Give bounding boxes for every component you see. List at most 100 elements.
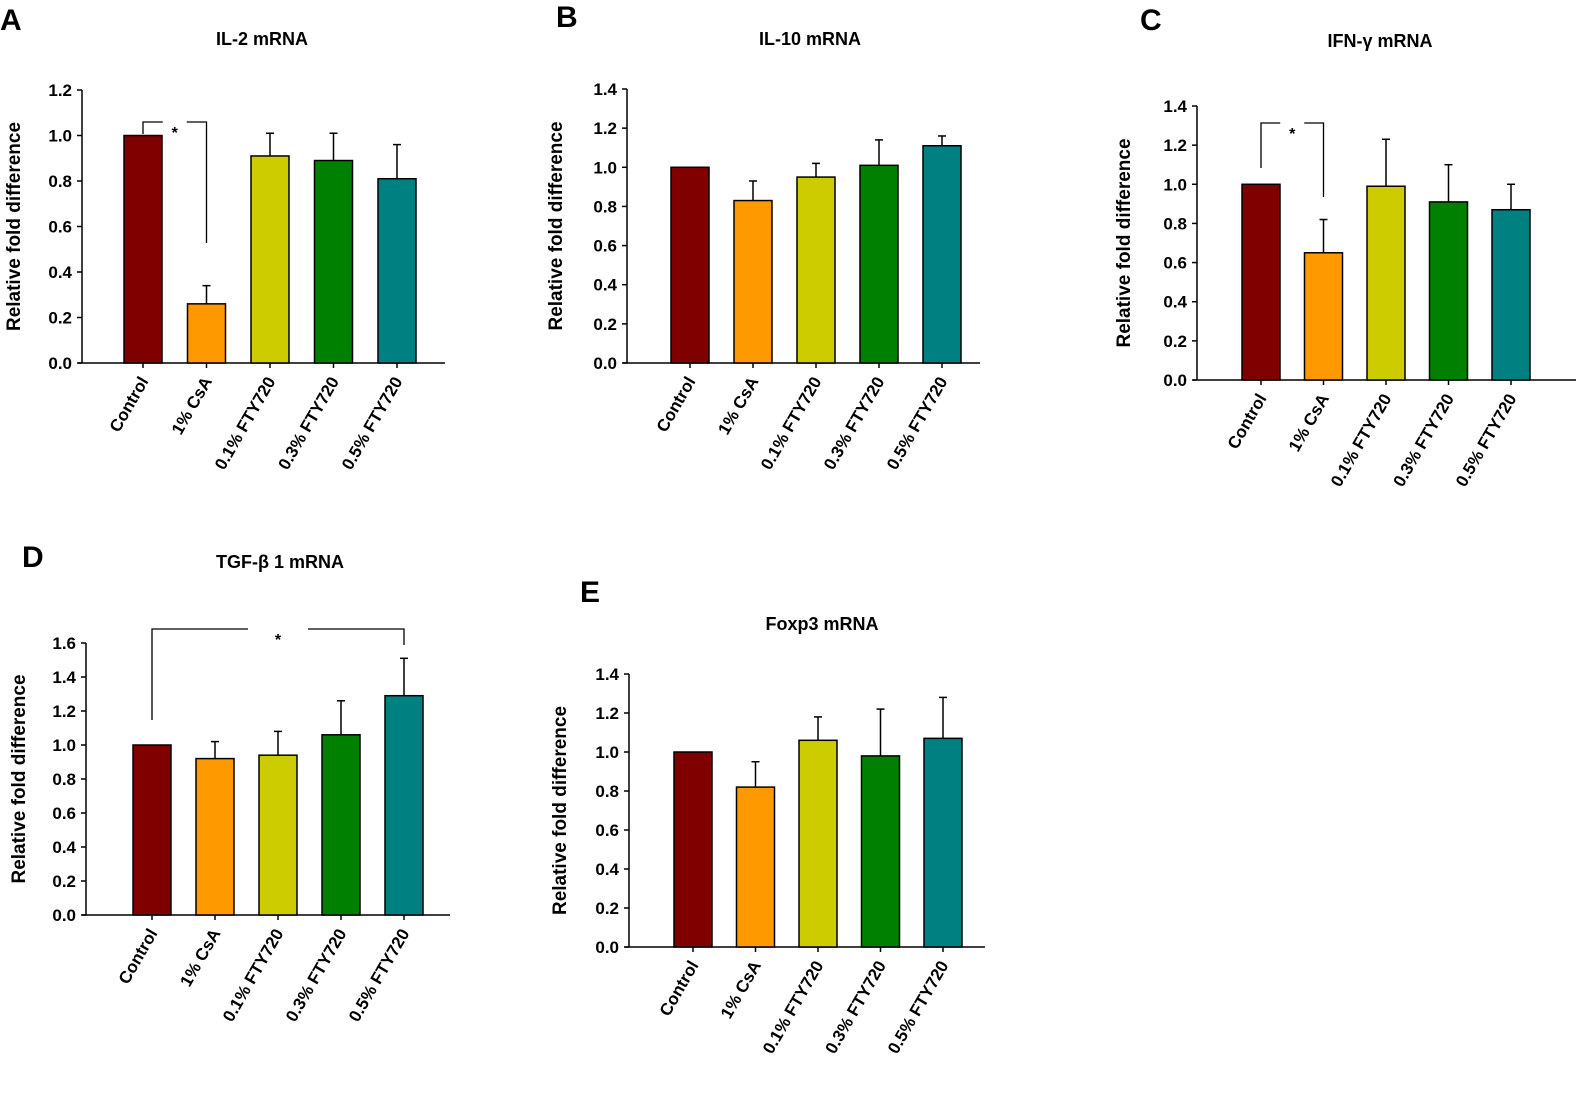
panel-title: TGF-β 1 mRNA xyxy=(216,552,344,572)
y-tick-label: 0.8 xyxy=(48,172,72,191)
y-tick-label: 0.6 xyxy=(595,821,619,840)
x-tick-label: 0.3% FTY720 xyxy=(282,926,350,1026)
panel-letter: B xyxy=(556,1,578,34)
significance-marker: * xyxy=(1289,126,1296,143)
y-tick-label: 0.2 xyxy=(48,309,72,328)
x-tick-label: 1% CsA xyxy=(714,374,762,438)
bar-1-csa xyxy=(186,303,227,364)
y-tick-label: 0.8 xyxy=(593,197,617,216)
x-tick-label: 0.3% FTY720 xyxy=(820,374,888,474)
bar-control xyxy=(123,134,163,364)
significance-bracket xyxy=(142,121,208,243)
bar-0-5-fty720 xyxy=(377,177,417,364)
bar-1-csa xyxy=(733,199,773,364)
panel-letter: A xyxy=(0,4,22,37)
y-tick-label: 0.6 xyxy=(52,804,76,823)
y-tick-label: 1.0 xyxy=(595,743,619,762)
y-tick-label: 0.0 xyxy=(52,906,76,925)
bar-1-csa xyxy=(195,757,235,916)
y-tick-label: 0.2 xyxy=(595,899,619,918)
y-axis-label: Relative fold difference xyxy=(9,674,30,883)
y-tick-label: 0.8 xyxy=(1163,214,1187,233)
x-tick-label: 0.3% FTY720 xyxy=(822,958,890,1058)
significance-bracket xyxy=(1260,122,1325,197)
y-tick-label: 0.2 xyxy=(593,315,617,334)
significance-bracket xyxy=(151,628,405,720)
bar-0-5-fty720 xyxy=(922,145,962,364)
y-tick-label: 0.4 xyxy=(595,860,619,879)
x-tick-label: 0.3% FTY720 xyxy=(275,374,343,474)
x-tick-label: 0.1% FTY720 xyxy=(757,374,825,474)
y-tick-label: 1.0 xyxy=(52,736,76,755)
panel-b: B IL-10 mRNA 0.0 0.2 0.4 0.6 0.8 1.0 1.2 1.4 Relat… xyxy=(546,1,980,473)
y-tick-label: 1.4 xyxy=(1163,97,1187,116)
bar-0-1-fty720 xyxy=(258,754,298,916)
y-tick-label: 0.4 xyxy=(52,838,76,857)
y-tick-label: 1.2 xyxy=(1163,136,1187,155)
y-tick-label: 0.4 xyxy=(48,263,72,282)
panel-c: C IFN-γ mRNA 0.0 0.2 0.4 0.6 0.8 1.0 1.2 1.4 Relat… xyxy=(1114,4,1576,490)
x-tick-label: 0.1% FTY720 xyxy=(219,926,287,1026)
y-tick-label: 0.4 xyxy=(593,276,617,295)
x-tick-label: 1% CsA xyxy=(168,374,216,438)
y-tick-label: 1.4 xyxy=(595,665,619,684)
bar-0-3-fty720 xyxy=(860,755,901,948)
x-tick-label: 1% CsA xyxy=(176,926,224,990)
x-tick-label: 0.1% FTY720 xyxy=(211,374,279,474)
bar-1-csa xyxy=(735,786,776,948)
y-tick-label: 0.4 xyxy=(1163,293,1187,312)
significance-marker: * xyxy=(172,125,179,142)
bar-control xyxy=(670,166,710,364)
y-tick-label: 1.2 xyxy=(595,704,619,723)
x-tick-label: 0.5% FTY720 xyxy=(1452,391,1520,491)
panel-letter: D xyxy=(22,541,44,574)
panel-e: E Foxp3 mRNA 0.0 0.2 0.4 0.6 0.8 1.0 1.2 1.4 Relat… xyxy=(550,576,985,1057)
y-tick-label: 0.0 xyxy=(593,354,617,373)
panel-title: IFN-γ mRNA xyxy=(1327,31,1432,51)
bar-0-3-fty720 xyxy=(321,734,361,916)
x-tick-label: Control xyxy=(106,374,153,436)
bar-0-1-fty720 xyxy=(1366,185,1406,381)
y-tick-label: 0.2 xyxy=(1163,332,1187,351)
x-tick-label: 0.1% FTY720 xyxy=(1327,391,1395,491)
bar-0-1-fty720 xyxy=(798,739,838,948)
x-tick-label: 0.1% FTY720 xyxy=(759,958,827,1058)
y-tick-label: 0.8 xyxy=(52,770,76,789)
bar-control xyxy=(673,751,713,948)
y-tick-label: 1.4 xyxy=(52,668,76,687)
y-tick-label: 1.4 xyxy=(593,80,617,99)
bar-0-1-fty720 xyxy=(796,176,836,364)
y-tick-label: 1.2 xyxy=(593,119,617,138)
x-tick-label: 1% CsA xyxy=(717,958,765,1022)
panel-letter: C xyxy=(1140,4,1162,37)
bar-0-3-fty720 xyxy=(1428,201,1469,381)
y-tick-label: 0.6 xyxy=(48,218,72,237)
x-tick-label: 0.5% FTY720 xyxy=(345,926,413,1026)
y-tick-label: 0.6 xyxy=(593,237,617,256)
y-axis-label: Relative fold difference xyxy=(546,121,567,330)
y-tick-label: 1.0 xyxy=(48,127,72,146)
panel-d: D TGF-β 1 mRNA 0.0 0.2 0.4 0.6 0.8 1.0 1.2 1.4 1.6… xyxy=(9,541,450,1025)
bar-0-5-fty720 xyxy=(1491,208,1531,381)
y-tick-label: 0.8 xyxy=(595,782,619,801)
x-tick-label: Control xyxy=(653,374,700,436)
y-tick-label: 0.0 xyxy=(48,354,72,373)
panel-title: IL-10 mRNA xyxy=(759,29,861,49)
x-tick-label: Control xyxy=(115,926,162,988)
y-axis-label: Relative fold difference xyxy=(4,122,25,331)
bar-control xyxy=(1241,183,1281,381)
panel-title: IL-2 mRNA xyxy=(216,29,308,49)
y-tick-label: 1.6 xyxy=(52,634,76,653)
y-tick-label: 1.0 xyxy=(1163,175,1187,194)
x-tick-label: Control xyxy=(656,958,703,1020)
x-tick-label: 0.5% FTY720 xyxy=(883,374,951,474)
bar-0-3-fty720 xyxy=(313,159,354,364)
y-axis-label: Relative fold difference xyxy=(550,706,571,915)
bar-1-csa xyxy=(1303,252,1344,381)
y-tick-label: 0.0 xyxy=(595,938,619,957)
bar-0-5-fty720 xyxy=(923,737,963,948)
bar-0-1-fty720 xyxy=(250,155,290,364)
y-tick-label: 0.0 xyxy=(1163,371,1187,390)
y-tick-label: 1.0 xyxy=(593,158,617,177)
